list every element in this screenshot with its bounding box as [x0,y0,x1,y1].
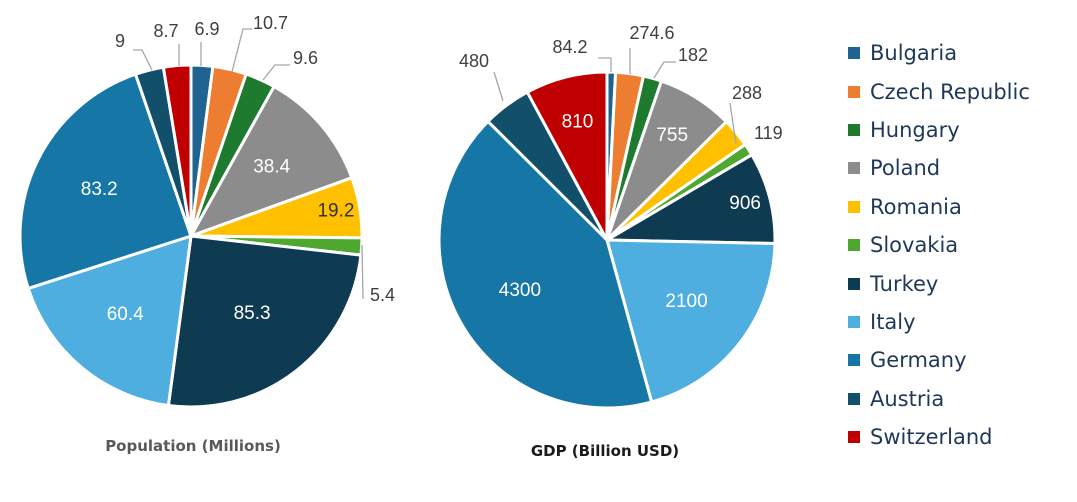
leader-line [133,49,153,71]
leader-line [262,64,290,81]
legend-swatch [848,85,860,98]
gdp-chart-title: GDP (Billion USD) [531,442,679,460]
legend-swatch [848,277,860,290]
legend-item: Switzerland [848,418,1030,456]
legend-item: Slovakia [848,226,1030,264]
legend-label: Slovakia [870,233,959,258]
pie-slice-switzerland [161,63,193,238]
legend-item: Austria [848,380,1030,418]
leader-line [493,71,504,102]
legend-item: Germany [848,341,1030,379]
leader-line [361,244,364,300]
pie-slice-switzerland [525,70,609,242]
legend-item: Poland [848,149,1030,187]
legend-label: Italy [870,309,916,334]
legend-item: Hungary [848,111,1030,149]
data-label: 38.4 [253,156,290,177]
data-label: 274.6 [629,23,674,43]
data-label: 9 [115,31,125,51]
data-label: 755 [656,125,688,146]
data-label: 19.2 [317,200,354,221]
pie-slice-germany [18,72,193,290]
legend: Bulgaria Czech Republic Hungary Poland Roman… [848,34,1030,456]
legend-swatch [848,123,860,136]
data-label: 60.4 [107,304,144,325]
pie-slice-italy [26,234,193,408]
population-pie: 6.9 10.79.6 38.4 19.2 5.4 85.3 60.4 83.2 9 8.7 [18,13,395,409]
leader-line [653,61,676,79]
data-label: 83.2 [81,179,118,200]
legend-swatch [848,392,860,405]
legend-label: Hungary [870,117,960,142]
data-label: 182 [678,45,708,65]
pie-slice-germany [437,119,654,410]
data-label: 119 [754,123,783,143]
leader-line [231,28,252,73]
legend-swatch [848,431,860,444]
legend-swatch [848,354,860,367]
data-label: 84.2 [552,37,587,57]
data-label: 2100 [665,291,707,312]
legend-swatch [848,239,860,252]
data-label: 85.3 [234,303,271,324]
legend-label: Poland [870,156,941,181]
pie-slice-turkey [166,234,363,409]
pie-slice-poland [189,85,354,238]
legend-swatch [848,47,860,60]
legend-label: Bulgaria [870,41,958,66]
legend-item: Turkey [848,264,1030,302]
data-label: 906 [729,193,761,214]
legend-label: Germany [870,348,967,373]
leader-line [729,102,737,145]
legend-item: Czech Republic [848,72,1030,110]
data-label: 5.4 [370,285,395,305]
pie-slice-turkey [605,153,777,245]
data-label: 4300 [499,280,541,301]
data-label: 6.9 [194,19,219,39]
legend-swatch [848,315,860,328]
data-label: 480 [459,51,489,71]
legend-item: Italy [848,303,1030,341]
legend-swatch [848,200,860,213]
legend-label: Turkey [870,271,939,296]
leader-line [598,57,612,72]
data-label: 8.7 [153,21,178,41]
data-label: 10.7 [253,13,288,33]
legend-label: Austria [870,386,945,411]
legend-item: Romania [848,188,1030,226]
data-label: 9.6 [293,48,318,68]
legend-swatch [848,162,860,175]
legend-label: Switzerland [870,425,993,450]
legend-item: Bulgaria [848,34,1030,72]
population-chart-title: Population (Millions) [105,437,281,455]
data-label: 288 [732,83,762,103]
pie-slice-italy [605,238,777,404]
data-label: 810 [562,112,594,133]
legend-label: Romania [870,194,962,219]
legend-label: Czech Republic [870,79,1030,104]
